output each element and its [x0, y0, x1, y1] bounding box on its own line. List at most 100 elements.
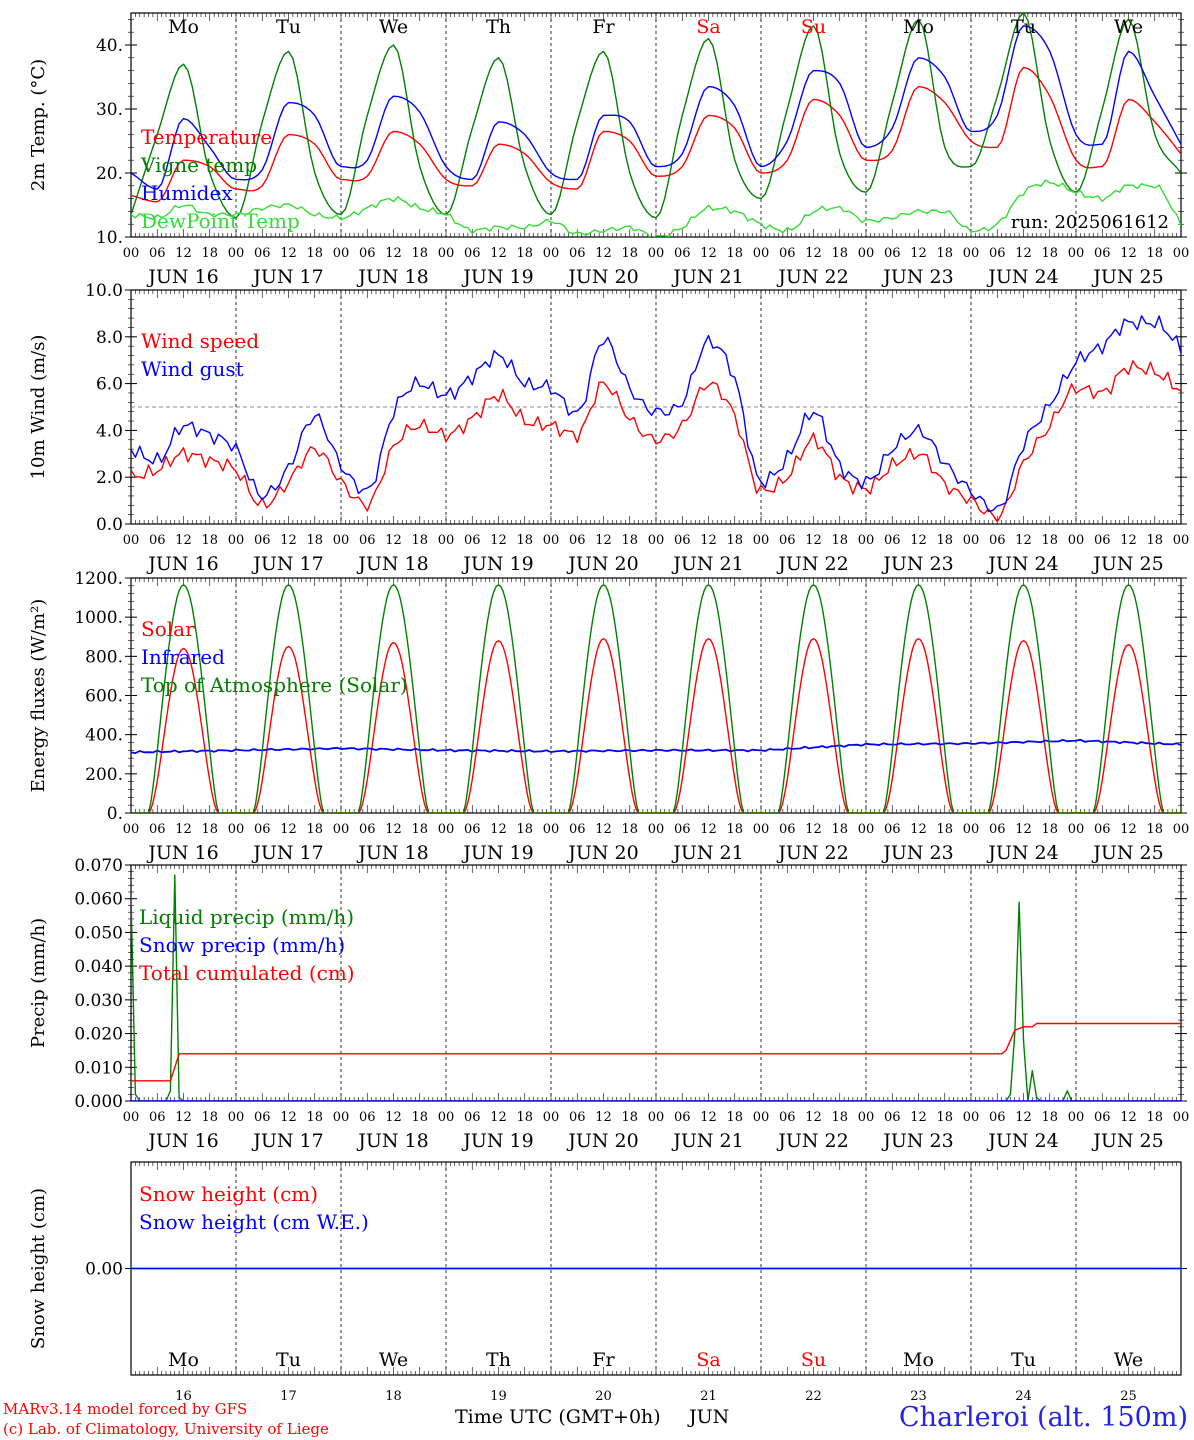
weekday-label: Fr — [592, 1349, 615, 1371]
date-label: JUN 17 — [251, 553, 323, 575]
hour-tick-label: 00 — [123, 1110, 140, 1125]
weekday-label: Sa — [696, 1349, 720, 1371]
date-label: JUN 20 — [566, 1130, 638, 1152]
date-label: JUN 24 — [986, 266, 1058, 288]
y-tick-label: 4.0 — [96, 421, 123, 441]
hour-tick-label: 12 — [805, 822, 822, 837]
y-tick-label: 10.0 — [85, 281, 123, 301]
date-label: JUN 16 — [146, 266, 218, 288]
hour-tick-label: 18 — [831, 1110, 848, 1125]
hour-tick-label: 12 — [700, 246, 717, 261]
hour-tick-label: 18 — [1041, 246, 1058, 261]
hour-tick-label: 00 — [543, 533, 560, 548]
hour-tick-label: 06 — [1094, 822, 1111, 837]
hour-tick-label: 12 — [280, 533, 297, 548]
legend-entry: Solar — [141, 617, 195, 641]
weekday-label: Mo — [168, 16, 199, 38]
hour-tick-label: 18 — [621, 1110, 638, 1125]
hour-tick-label: 00 — [543, 822, 560, 837]
hour-tick-label: 06 — [464, 533, 481, 548]
hour-tick-label: 00 — [648, 533, 665, 548]
y-tick-label: 0.020 — [74, 1025, 123, 1045]
weekday-label: Sa — [696, 16, 720, 38]
location-title: Charleroi (alt. 150m) — [899, 1402, 1188, 1433]
hour-tick-label: 06 — [779, 246, 796, 261]
hour-tick-label: 18 — [726, 822, 743, 837]
date-label: JUN 25 — [1091, 842, 1163, 864]
hour-tick-label: 00 — [1173, 533, 1190, 548]
y-tick-label: 8.0 — [96, 328, 123, 348]
hour-tick-label: 00 — [648, 246, 665, 261]
hour-tick-label: 00 — [858, 822, 875, 837]
hour-tick-label: 12 — [1015, 822, 1032, 837]
hour-tick-label: 18 — [411, 822, 428, 837]
hour-tick-label: 06 — [1094, 246, 1111, 261]
hour-tick-label: 06 — [254, 533, 271, 548]
hour-tick-label: 06 — [884, 533, 901, 548]
series-line-humidex — [131, 25, 1181, 190]
panel-energy: 0. 200. 400. 600. 800. 1000. 1200. Energy fluxe… — [28, 569, 1189, 864]
hour-tick-label: 12 — [175, 1110, 192, 1125]
hour-tick-label: 18 — [831, 246, 848, 261]
hour-tick-label: 12 — [280, 1110, 297, 1125]
hour-tick-label: 00 — [858, 533, 875, 548]
hour-tick-label: 18 — [306, 246, 323, 261]
hour-tick-label: 18 — [516, 822, 533, 837]
hour-tick-label: 12 — [910, 246, 927, 261]
hour-tick-label: 06 — [1094, 1110, 1111, 1125]
legend-entry: DewPoint Temp — [141, 209, 300, 233]
date-label: JUN 17 — [251, 266, 323, 288]
hour-tick-label: 00 — [1173, 246, 1190, 261]
hour-tick-label: 00 — [438, 1110, 455, 1125]
series-group — [131, 315, 1181, 523]
date-label: JUN 24 — [986, 553, 1058, 575]
hour-tick-label: 06 — [674, 533, 691, 548]
series-line-temperature — [131, 66, 1181, 203]
weekday-label: Th — [486, 16, 511, 38]
hour-tick-label: 00 — [753, 533, 770, 548]
panel-snow: 0.00 Snow height (cm) Snow height (cm) Snow… — [28, 1161, 1187, 1404]
hour-tick-label: 06 — [464, 822, 481, 837]
hour-tick-label: 18 — [411, 246, 428, 261]
legend-entry: Temperature — [141, 125, 272, 149]
y-tick-label: 200. — [85, 765, 123, 785]
hour-tick-label: 00 — [228, 533, 245, 548]
hour-tick-label: 00 — [438, 246, 455, 261]
hour-tick-label: 00 — [333, 533, 350, 548]
panel-precip: 0.000 0.010 0.020 0.030 0.040 0.050 0.060 0.070… — [28, 856, 1189, 1152]
date-label: JUN 24 — [986, 1130, 1058, 1152]
date-label: JUN 21 — [671, 842, 743, 864]
date-label: JUN 19 — [461, 842, 533, 864]
weekday-label: Mo — [903, 16, 934, 38]
hour-tick-label: 00 — [123, 246, 140, 261]
hour-tick-label: 00 — [1068, 533, 1085, 548]
series-group — [131, 584, 1181, 813]
hour-tick-label: 00 — [228, 1110, 245, 1125]
date-label: JUN 23 — [881, 553, 953, 575]
hour-tick-label: 12 — [700, 533, 717, 548]
hour-tick-label: 06 — [569, 246, 586, 261]
hour-tick-label: 00 — [543, 246, 560, 261]
time-axis-title: Time UTC (GMT+0h) — [455, 1406, 661, 1428]
hour-tick-label: 06 — [674, 246, 691, 261]
hour-tick-label: 06 — [884, 246, 901, 261]
date-label: JUN 21 — [671, 1130, 743, 1152]
hour-tick-label: 18 — [936, 533, 953, 548]
hour-tick-label: 00 — [963, 533, 980, 548]
weekday-label: We — [379, 1349, 408, 1371]
hour-tick-label: 06 — [989, 822, 1006, 837]
y-tick-label: 800. — [85, 647, 123, 667]
y-axis-label: Energy fluxes (W/m²) — [28, 599, 49, 793]
hour-tick-label: 00 — [753, 246, 770, 261]
y-tick-label: 0.050 — [74, 923, 123, 943]
hour-tick-label: 12 — [1120, 246, 1137, 261]
date-label: JUN 23 — [881, 266, 953, 288]
date-label: JUN 20 — [566, 266, 638, 288]
hour-tick-label: 06 — [989, 246, 1006, 261]
hour-tick-label: 06 — [569, 822, 586, 837]
series-line-liquid-precip-mm-h- — [131, 874, 1181, 1101]
hour-tick-label: 12 — [385, 822, 402, 837]
hour-tick-label: 12 — [1015, 533, 1032, 548]
series-line-dewpoint-temp — [131, 179, 1181, 237]
hour-tick-label: 00 — [333, 822, 350, 837]
